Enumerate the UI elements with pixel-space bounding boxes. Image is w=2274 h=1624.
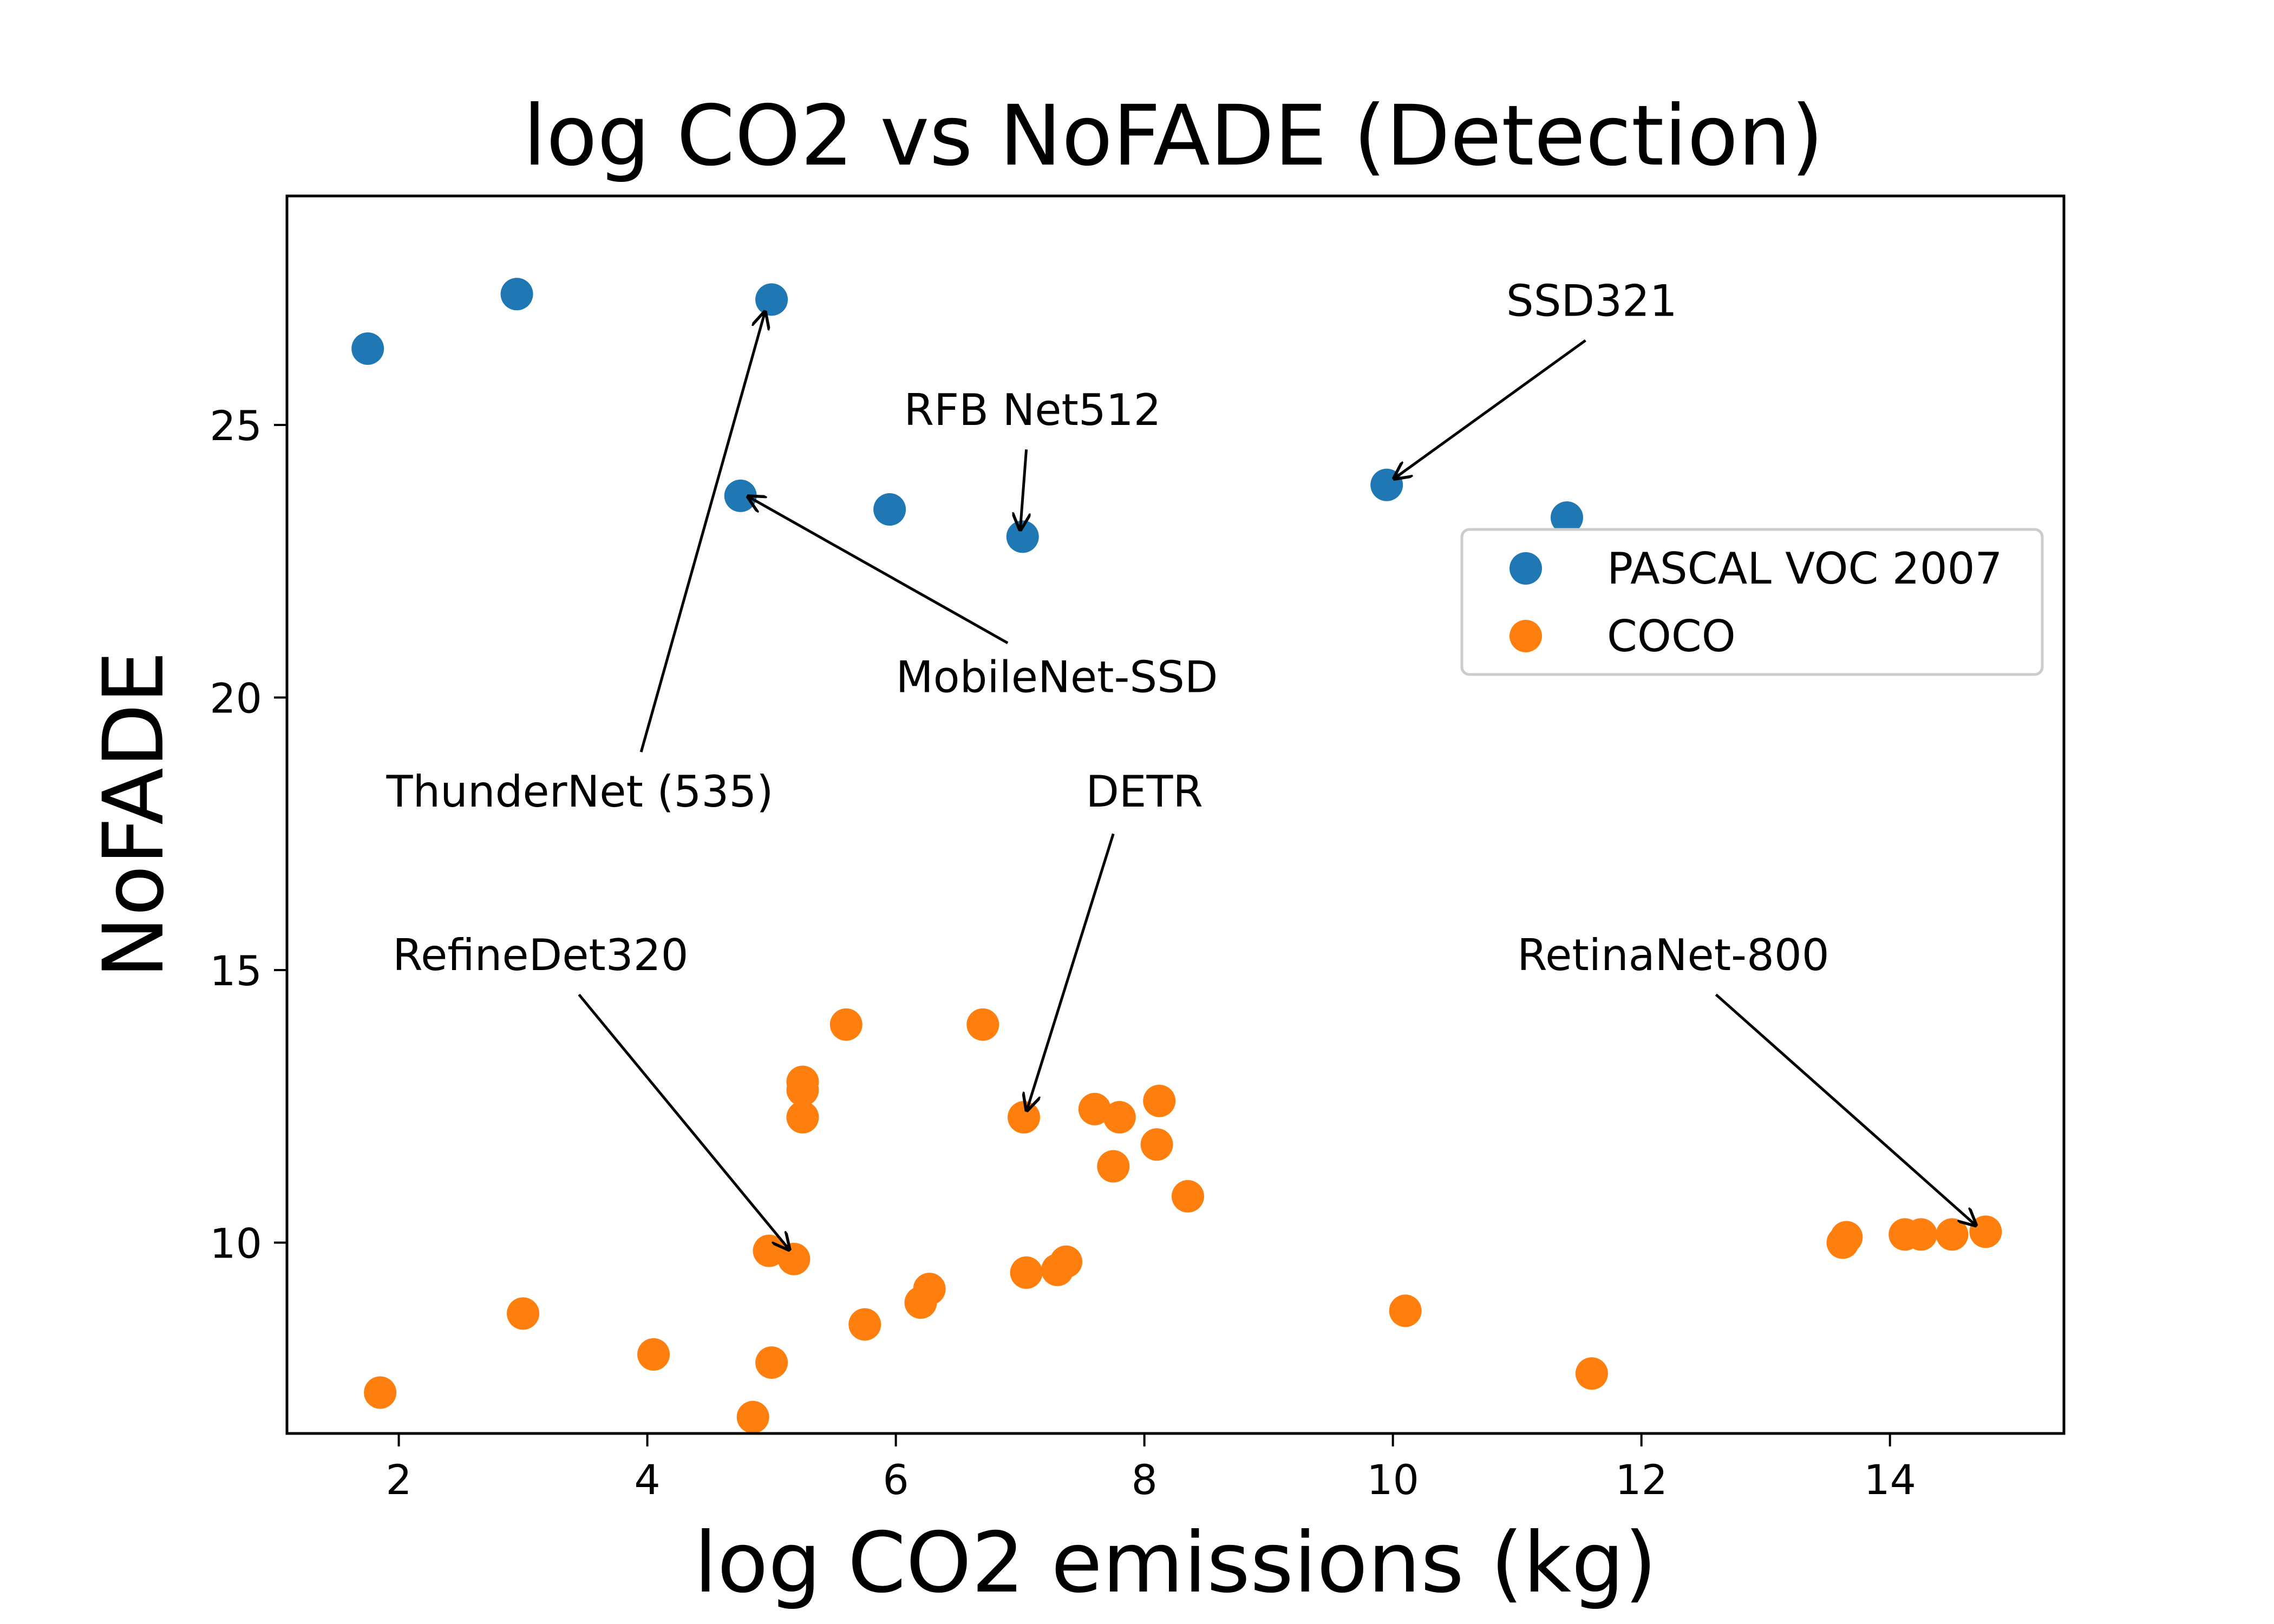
y-tick-label: 10 <box>210 1220 262 1268</box>
point-coco <box>1078 1092 1111 1125</box>
legend-label-pascal-voc-2007: PASCAL VOC 2007 <box>1607 543 2002 594</box>
annotation-arrow <box>1020 449 1026 531</box>
point-pascal-voc-2007 <box>500 278 533 311</box>
point-pascal-voc-2007 <box>1370 468 1403 501</box>
point-coco <box>736 1400 769 1433</box>
annotation-arrow <box>1715 993 1977 1226</box>
annotation-label: ThunderNet (535) <box>386 767 774 817</box>
annotation-ssd321: SSD321 <box>1393 276 1677 480</box>
annotation-arrow <box>1027 833 1115 1112</box>
point-coco <box>1097 1150 1130 1183</box>
point-coco <box>829 1008 862 1041</box>
legend-label-coco: COCO <box>1607 611 1736 662</box>
annotation-label: SSD321 <box>1506 276 1677 326</box>
chart-title: log CO2 vs NoFADE (Detection) <box>523 88 1824 185</box>
point-coco <box>364 1376 397 1409</box>
x-tick-label: 4 <box>634 1456 660 1504</box>
point-coco <box>755 1346 788 1379</box>
annotation-label: RFB Net512 <box>904 385 1161 435</box>
y-tick-label: 20 <box>210 674 262 722</box>
legend: PASCAL VOC 2007 COCO <box>1460 528 2044 676</box>
point-coco <box>1143 1084 1176 1117</box>
annotation-arrow <box>639 310 766 752</box>
x-tick-label: 14 <box>1864 1456 1916 1504</box>
point-coco <box>1007 1101 1040 1134</box>
point-pascal-voc-2007 <box>1006 520 1039 553</box>
point-coco <box>786 1073 819 1106</box>
annotation-detr: DETR <box>1027 767 1203 1112</box>
x-tick-label: 10 <box>1367 1456 1419 1504</box>
point-coco <box>777 1242 811 1275</box>
annotation-label: RetinaNet-800 <box>1517 930 1829 980</box>
x-tick-label: 12 <box>1615 1456 1668 1504</box>
point-pascal-voc-2007 <box>873 493 906 526</box>
point-coco <box>1969 1215 2002 1248</box>
annotation-arrow <box>578 993 790 1250</box>
x-tick-label: 2 <box>385 1456 411 1504</box>
legend-marker-coco <box>1510 620 1542 652</box>
annotation-retinanet-800: RetinaNet-800 <box>1517 930 1977 1226</box>
point-coco <box>1103 1101 1136 1134</box>
legend-marker-pascal-voc-2007 <box>1510 552 1542 585</box>
point-coco <box>1010 1256 1043 1289</box>
annotation-rfb-net512: RFB Net512 <box>904 385 1161 531</box>
annotation-refinedet320: RefineDet320 <box>393 930 790 1251</box>
point-coco <box>1905 1218 1938 1251</box>
annotation-mobilenet-ssd: MobileNet-SSD <box>747 496 1218 702</box>
point-pascal-voc-2007 <box>1550 501 1583 534</box>
x-tick-label: 8 <box>1131 1456 1157 1504</box>
point-coco <box>913 1273 946 1306</box>
point-pascal-voc-2007 <box>724 479 757 512</box>
point-coco <box>1050 1245 1083 1278</box>
point-pascal-voc-2007 <box>351 332 384 365</box>
legend-frame <box>1460 528 2044 676</box>
data-points <box>351 278 2002 1433</box>
axis-ticks: 2 4 6 8 10 12 14 10 15 20 25 <box>210 402 1916 1504</box>
annotation-arrow <box>1393 339 1586 480</box>
annotations: ThunderNet (535) MobileNet-SSD RFB Net512 S… <box>386 276 1977 1251</box>
point-coco <box>1389 1294 1422 1327</box>
point-coco <box>637 1338 670 1371</box>
y-tick-label: 15 <box>210 947 262 995</box>
x-axis-label: log CO2 emissions (kg) <box>694 1515 1657 1612</box>
annotation-label: MobileNet-SSD <box>896 652 1218 702</box>
point-coco <box>1140 1128 1173 1161</box>
point-pascal-voc-2007 <box>755 283 788 316</box>
y-axis-label: NoFADE <box>86 651 182 978</box>
annotation-label: RefineDet320 <box>393 930 688 980</box>
annotation-thundernet-535: ThunderNet (535) <box>386 310 774 817</box>
plot-area <box>285 194 2066 1435</box>
annotation-label: DETR <box>1086 767 1203 817</box>
annotation-arrow <box>747 496 1009 644</box>
y-tick-label: 25 <box>210 402 262 450</box>
point-coco <box>966 1008 999 1041</box>
point-coco <box>1830 1221 1863 1254</box>
point-coco <box>1936 1218 1969 1251</box>
point-coco <box>786 1101 819 1134</box>
point-coco <box>1575 1357 1608 1390</box>
point-coco <box>507 1297 540 1330</box>
point-coco <box>848 1308 881 1341</box>
point-coco <box>1171 1180 1204 1213</box>
x-tick-label: 6 <box>883 1456 909 1504</box>
